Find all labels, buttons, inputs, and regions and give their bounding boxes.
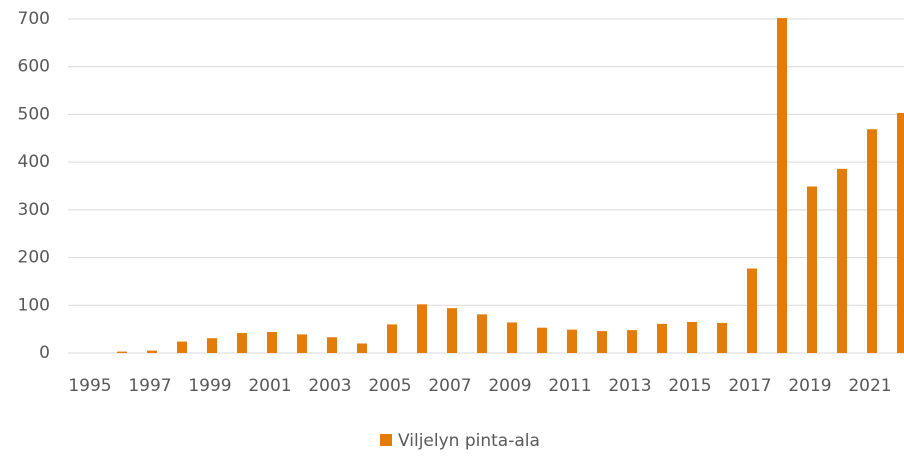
bar <box>207 338 217 353</box>
x-tick-label: 1995 <box>68 376 111 396</box>
bar <box>297 334 307 353</box>
x-tick-label: 2007 <box>428 376 471 396</box>
bar <box>897 112 904 353</box>
bar <box>267 332 277 353</box>
x-tick-label: 2011 <box>548 376 591 396</box>
x-tick-label: 2009 <box>488 376 531 396</box>
bar <box>777 18 787 353</box>
y-tick-label: 100 <box>18 295 50 315</box>
bar <box>627 330 637 353</box>
bar <box>477 314 487 353</box>
x-tick-label: 1999 <box>188 376 231 396</box>
bar <box>417 304 427 353</box>
y-tick-label: 400 <box>18 152 50 172</box>
bar <box>117 351 127 353</box>
bar <box>327 337 337 353</box>
y-tick-label: 300 <box>18 200 50 220</box>
bar <box>657 323 667 353</box>
bar <box>387 324 397 353</box>
x-tick-label: 2019 <box>788 376 831 396</box>
legend-swatch <box>380 434 392 446</box>
bar <box>567 329 577 353</box>
x-tick-label: 2003 <box>308 376 351 396</box>
x-tick-label: 2005 <box>368 376 411 396</box>
bar <box>447 308 457 353</box>
y-tick-label: 0 <box>39 343 50 363</box>
bar <box>837 168 847 353</box>
bar <box>717 322 727 353</box>
bar <box>147 350 157 353</box>
x-tick-label: 2001 <box>248 376 291 396</box>
bar <box>177 341 187 353</box>
bar <box>687 321 697 353</box>
bar <box>867 129 877 353</box>
x-tick-label: 2013 <box>608 376 651 396</box>
x-tick-label: 2015 <box>668 376 711 396</box>
y-tick-label: 700 <box>18 9 50 29</box>
y-tick-label: 200 <box>18 248 50 268</box>
bar <box>357 343 367 353</box>
x-tick-label: 2017 <box>728 376 771 396</box>
bar <box>597 331 607 353</box>
y-tick-label: 600 <box>18 57 50 77</box>
y-tick-label: 500 <box>18 104 50 124</box>
bar <box>537 327 547 353</box>
x-tick-label: 1997 <box>128 376 171 396</box>
x-tick-label: 2021 <box>848 376 891 396</box>
bar <box>237 332 247 353</box>
bar <box>747 268 757 353</box>
bar <box>507 322 517 353</box>
legend-label: Viljelyn pinta-ala <box>398 431 540 451</box>
bar <box>807 186 817 353</box>
